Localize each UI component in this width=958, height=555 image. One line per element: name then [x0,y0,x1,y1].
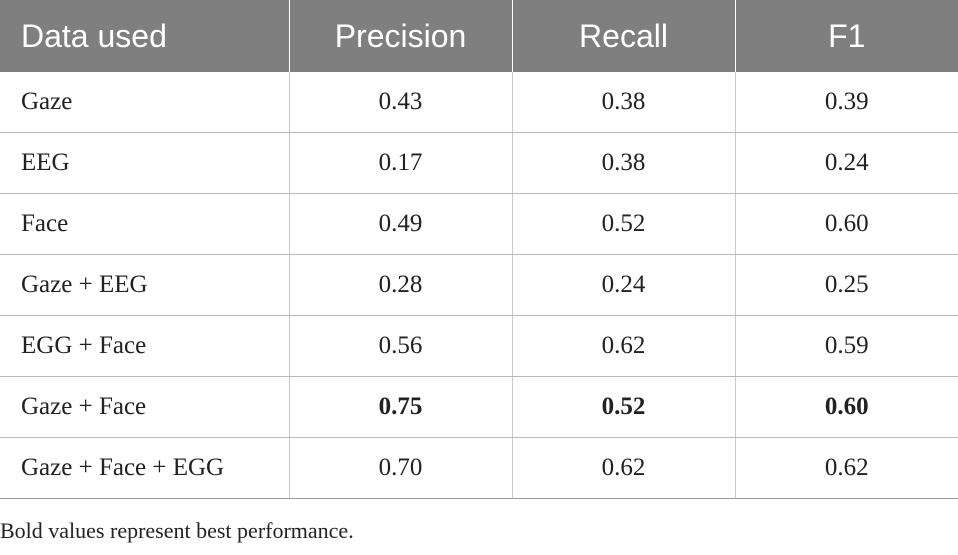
cell-precision: 0.28 [289,254,513,316]
cell-precision: 0.56 [289,315,513,377]
cell-recall: 0.52 [512,193,736,255]
header-f1: F1 [735,0,958,72]
cell-f1: 0.25 [735,254,958,316]
header-recall: Recall [512,0,736,72]
results-table: Data used Precision Recall F1 Gaze 0.43 0.… [0,0,958,499]
cell-recall: 0.24 [512,254,736,316]
table-row: Gaze 0.43 0.38 0.39 [0,72,958,133]
cell-precision: 0.49 [289,193,513,255]
cell-f1: 0.62 [735,437,958,499]
table-row: EGG + Face 0.56 0.62 0.59 [0,315,958,377]
cell-data-used: EGG + Face [0,315,290,377]
header-row: Data used Precision Recall F1 [0,0,958,72]
cell-recall: 0.62 [512,315,736,377]
cell-recall: 0.38 [512,132,736,194]
cell-f1: 0.59 [735,315,958,377]
header-data-used: Data used [0,0,290,72]
cell-f1: 0.60 [735,376,958,438]
cell-precision: 0.70 [289,437,513,499]
table-row: EEG 0.17 0.38 0.24 [0,132,958,194]
table-footnote: Bold values represent best performance. [0,518,354,543]
cell-data-used: Gaze + EEG [0,254,290,316]
cell-data-used: Gaze [0,72,290,133]
table-row: Gaze + Face 0.75 0.52 0.60 [0,376,958,438]
cell-f1: 0.60 [735,193,958,255]
table-header: Data used Precision Recall F1 [0,0,958,72]
header-precision: Precision [289,0,513,72]
cell-recall: 0.52 [512,376,736,438]
cell-data-used: Gaze + Face + EGG [0,437,290,499]
cell-data-used: Gaze + Face [0,376,290,438]
cell-recall: 0.38 [512,72,736,133]
cell-precision: 0.17 [289,132,513,194]
cell-data-used: Face [0,193,290,255]
table-row: Gaze + EEG 0.28 0.24 0.25 [0,254,958,316]
table-row: Face 0.49 0.52 0.60 [0,193,958,255]
cell-f1: 0.39 [735,72,958,133]
cell-f1: 0.24 [735,132,958,194]
cell-data-used: EEG [0,132,290,194]
table-row: Gaze + Face + EGG 0.70 0.62 0.62 [0,437,958,499]
cell-precision: 0.43 [289,72,513,133]
cell-recall: 0.62 [512,437,736,499]
table-body: Gaze 0.43 0.38 0.39 EEG 0.17 0.38 0.24 Face 0.49 0… [0,72,958,499]
cell-precision: 0.75 [289,376,513,438]
